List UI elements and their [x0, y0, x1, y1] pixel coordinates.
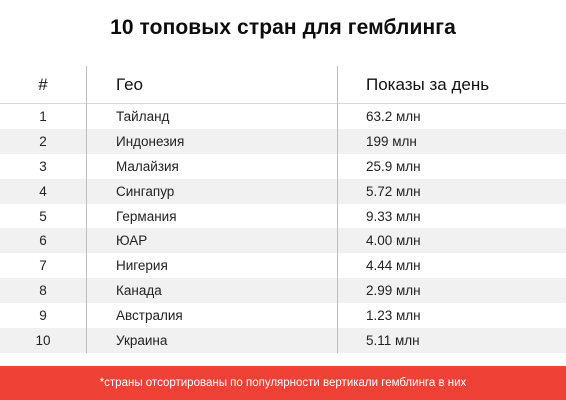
cell-geo: Германия — [116, 208, 177, 224]
header-geo: Гео — [116, 74, 143, 94]
column-divider — [86, 328, 87, 353]
table-row: 8 Канада 2.99 млн — [0, 278, 566, 304]
cell-geo: Индонезия — [116, 133, 185, 149]
table-row: 2 Индонезия 199 млн — [0, 128, 566, 154]
table-header-row: # Гео Показы за день — [0, 66, 566, 104]
column-divider — [86, 153, 87, 179]
column-divider — [337, 303, 338, 329]
table-row: 9 Австралия 1.23 млн — [0, 303, 566, 329]
column-divider — [86, 104, 87, 129]
page-title: 10 топовых стран для гемблинга — [110, 16, 456, 39]
cell-num: 5 — [39, 208, 47, 224]
column-divider — [337, 203, 338, 229]
cell-views: 199 млн — [366, 133, 417, 149]
table-row: 10 Украина 5.11 млн — [0, 328, 566, 353]
table-row: 7 Нигерия 4.44 млн — [0, 253, 566, 279]
cell-views: 63.2 млн — [366, 108, 421, 124]
table-row: 5 Германия 9.33 млн — [0, 203, 566, 229]
cell-geo: Тайланд — [116, 108, 170, 124]
footer-note: *страны отсортированы по популярности ве… — [99, 377, 467, 389]
cell-views: 5.11 млн — [366, 332, 420, 348]
column-divider — [337, 228, 338, 254]
cell-geo: Малайзия — [116, 158, 179, 174]
cell-views: 9.33 млн — [366, 208, 421, 224]
column-divider — [337, 253, 338, 279]
table-row: 1 Тайланд 63.2 млн — [0, 104, 566, 129]
cell-geo: Канада — [116, 283, 162, 299]
column-divider — [86, 128, 87, 154]
cell-views: 4.44 млн — [366, 258, 421, 274]
cell-num: 1 — [39, 108, 47, 124]
column-divider — [337, 153, 338, 179]
column-divider — [337, 328, 338, 353]
table-body: 1 Тайланд 63.2 млн 2 Индонезия 199 млн 3 Малайз… — [0, 104, 566, 353]
column-divider — [337, 128, 338, 154]
column-divider — [86, 203, 87, 229]
footer-note-banner: *страны отсортированы по популярности ве… — [0, 366, 566, 400]
column-divider — [337, 178, 338, 204]
cell-num: 4 — [39, 183, 47, 199]
column-divider — [337, 66, 338, 104]
cell-num: 2 — [39, 133, 47, 149]
cell-geo: Нигерия — [116, 258, 168, 274]
table-row: 6 ЮАР 4.00 млн — [0, 228, 566, 254]
column-divider — [86, 253, 87, 279]
table-row: 4 Сингапур 5.72 млн — [0, 178, 566, 204]
column-divider — [337, 278, 338, 304]
header-num: # — [38, 74, 48, 94]
cell-geo: Сингапур — [116, 183, 175, 199]
cell-views: 25.9 млн — [366, 158, 421, 174]
column-divider — [86, 303, 87, 329]
column-divider — [86, 278, 87, 304]
cell-views: 4.00 млн — [366, 233, 421, 249]
column-divider — [337, 104, 338, 129]
countries-table: # Гео Показы за день 1 Тайланд 63.2 млн 2 Ин… — [0, 66, 566, 353]
cell-views: 2.99 млн — [366, 283, 421, 299]
cell-num: 7 — [39, 258, 47, 274]
cell-geo: Украина — [116, 332, 168, 348]
column-divider — [86, 178, 87, 204]
cell-geo: Австралия — [116, 308, 183, 324]
cell-num: 3 — [39, 158, 47, 174]
cell-views: 1.23 млн — [366, 308, 421, 324]
table-row: 3 Малайзия 25.9 млн — [0, 153, 566, 179]
cell-num: 10 — [35, 332, 51, 348]
cell-num: 6 — [39, 233, 47, 249]
cell-num: 8 — [39, 283, 47, 299]
header-views: Показы за день — [366, 74, 490, 94]
cell-num: 9 — [39, 308, 47, 324]
cell-views: 5.72 млн — [366, 183, 421, 199]
cell-geo: ЮАР — [116, 233, 148, 249]
column-divider — [86, 228, 87, 254]
column-divider — [86, 66, 87, 104]
